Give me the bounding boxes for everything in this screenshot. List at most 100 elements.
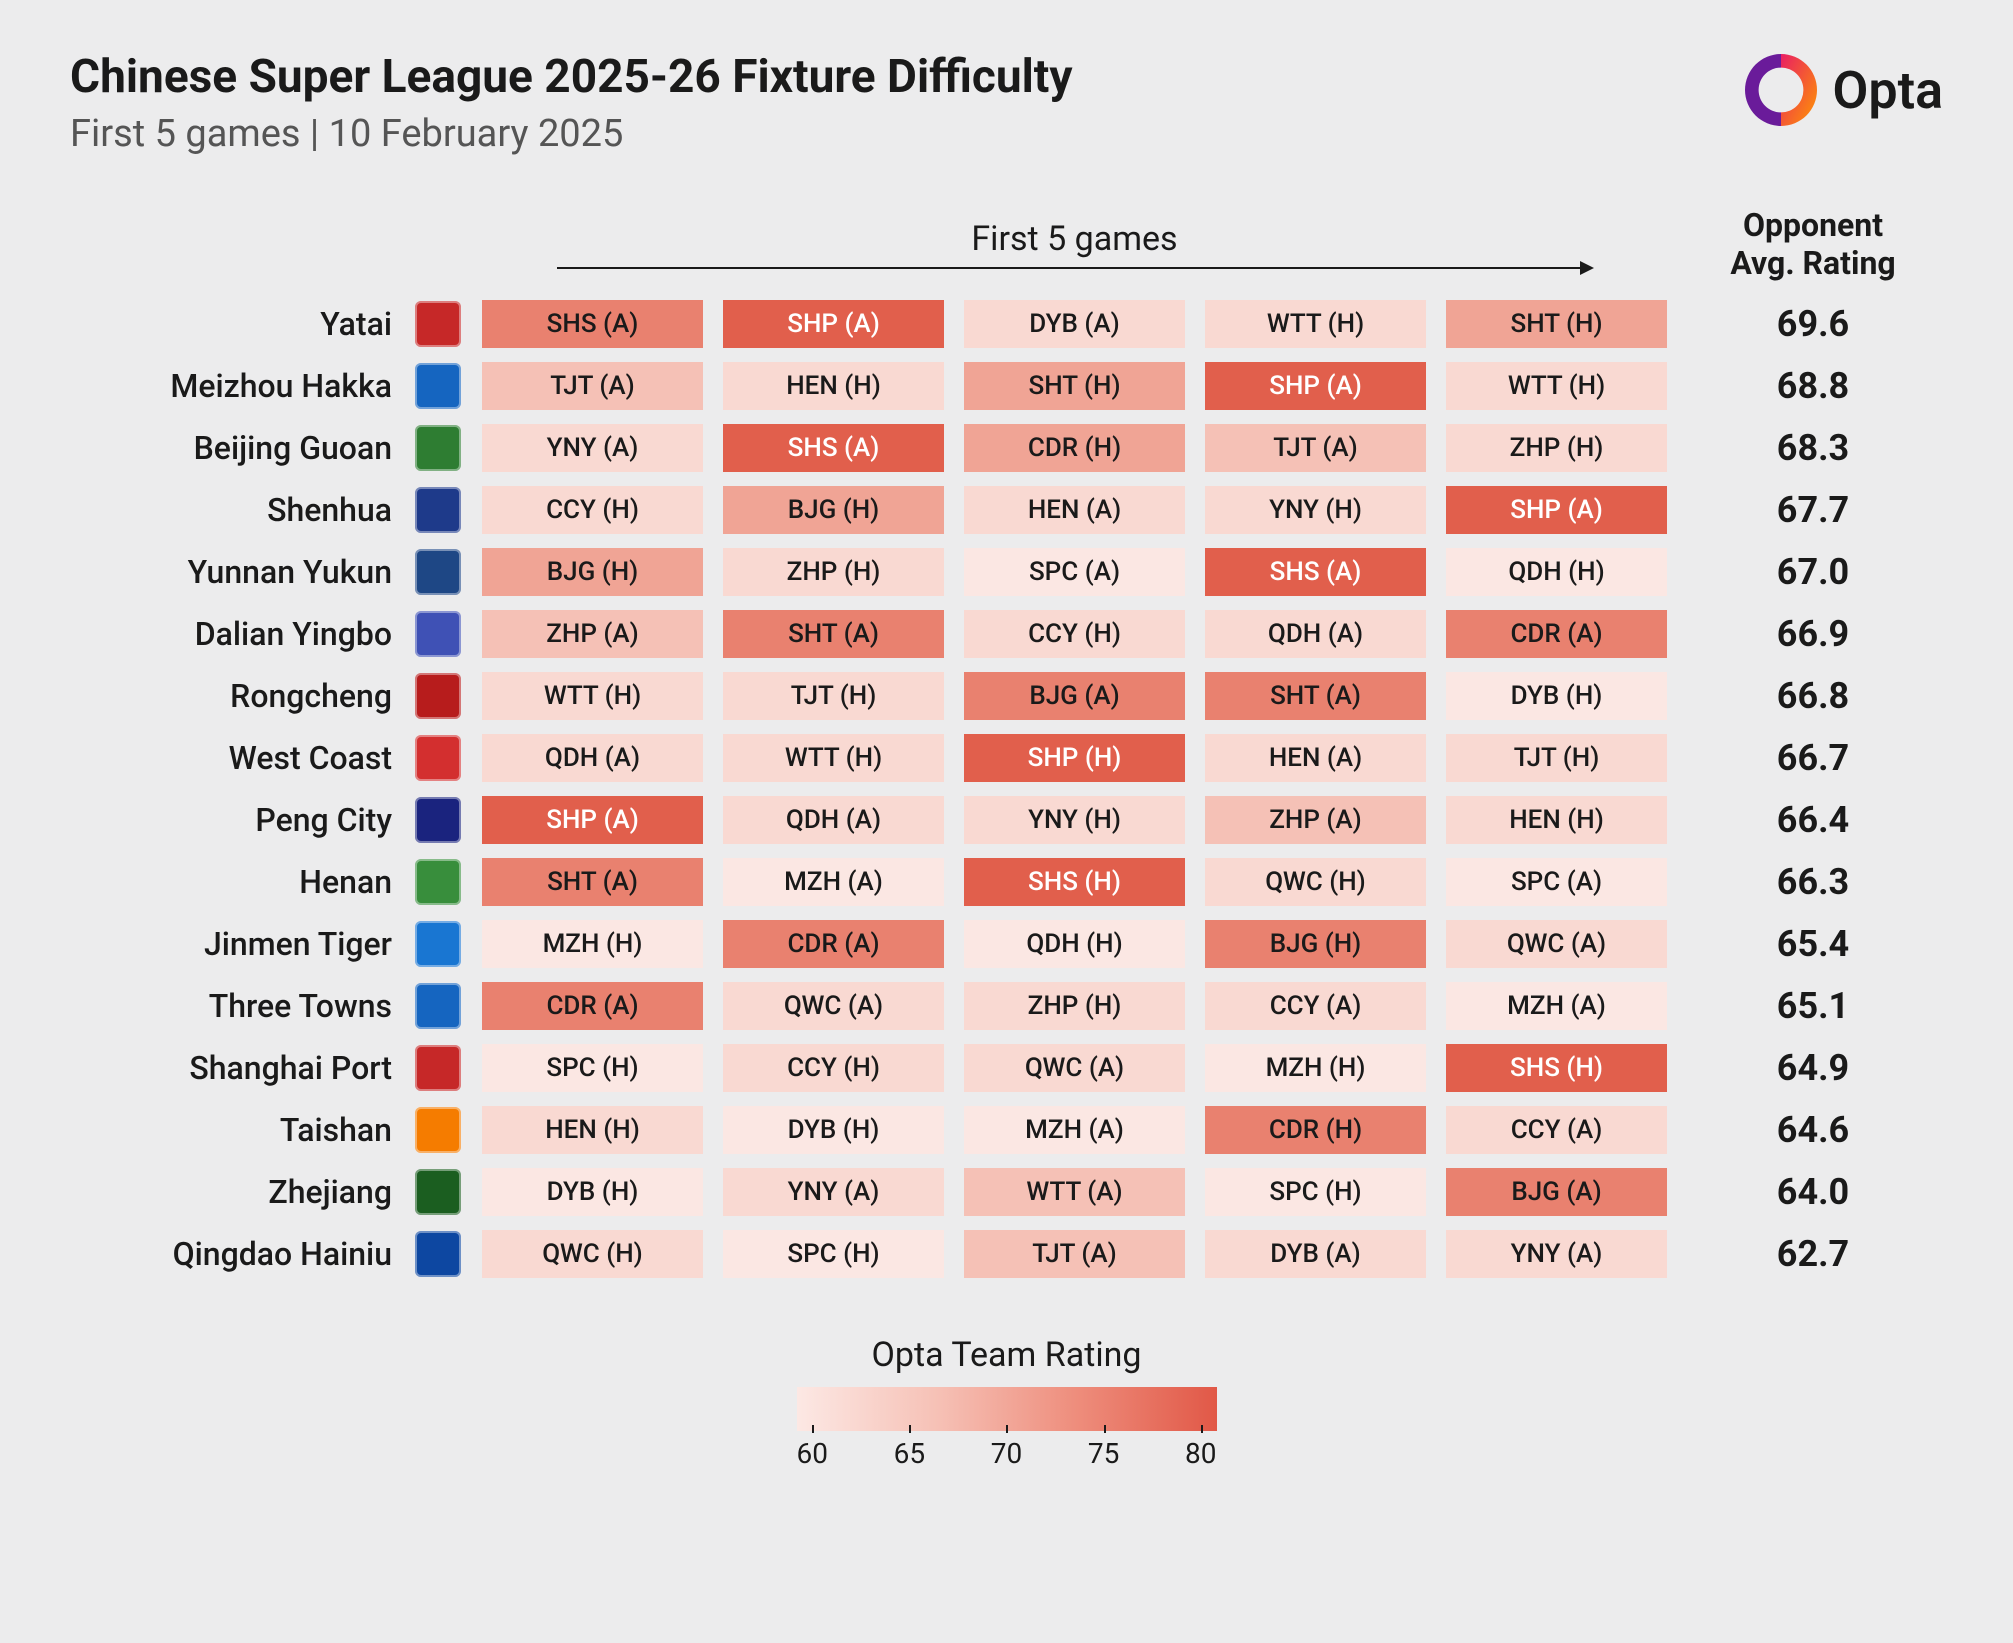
fixtures-group: ZHP (A)SHT (A)CCY (H)QDH (A)CDR (A) xyxy=(466,610,1683,658)
fixture-cell: SHS (H) xyxy=(1446,1044,1667,1092)
header: Chinese Super League 2025-26 Fixture Dif… xyxy=(70,50,1943,156)
team-crest-cell xyxy=(410,1107,466,1153)
team-name: Peng City xyxy=(70,801,410,839)
legend-tick: 80 xyxy=(1185,1437,1216,1470)
fixture-cell: SHT (H) xyxy=(1446,300,1667,348)
fixture-cell: ZHP (A) xyxy=(1205,796,1426,844)
legend-tick: 65 xyxy=(894,1437,925,1470)
team-crest-cell xyxy=(410,921,466,967)
fixture-cell: YNY (A) xyxy=(1446,1230,1667,1278)
fixture-cell: CCY (H) xyxy=(723,1044,944,1092)
fixture-cell: YNY (H) xyxy=(1205,486,1426,534)
fixture-cell: HEN (A) xyxy=(1205,734,1426,782)
fixture-cell: DYB (H) xyxy=(723,1106,944,1154)
fixtures-group: MZH (H)CDR (A)QDH (H)BJG (H)QWC (A) xyxy=(466,920,1683,968)
fixture-cell: MZH (H) xyxy=(482,920,703,968)
team-crest-icon xyxy=(415,797,461,843)
team-crest-cell xyxy=(410,859,466,905)
fixtures-group: QWC (H)SPC (H)TJT (A)DYB (A)YNY (A) xyxy=(466,1230,1683,1278)
avg-rating: 69.6 xyxy=(1683,303,1943,345)
avg-rating: 68.3 xyxy=(1683,427,1943,469)
fixture-cell: SHP (H) xyxy=(964,734,1185,782)
avg-rating: 66.7 xyxy=(1683,737,1943,779)
fixture-cell: SHT (H) xyxy=(964,362,1185,410)
fixture-cell: SPC (H) xyxy=(723,1230,944,1278)
fixtures-group: CDR (A)QWC (A)ZHP (H)CCY (A)MZH (A) xyxy=(466,982,1683,1030)
fixture-cell: HEN (H) xyxy=(723,362,944,410)
team-name: Shenhua xyxy=(70,491,410,529)
fixture-cell: QDH (H) xyxy=(1446,548,1667,596)
team-name: Yatai xyxy=(70,305,410,343)
team-crest-cell xyxy=(410,363,466,409)
fixture-cell: ZHP (A) xyxy=(482,610,703,658)
team-crest-cell xyxy=(410,1045,466,1091)
team-crest-cell xyxy=(410,797,466,843)
color-legend: Opta Team Rating 6065707580 xyxy=(70,1335,1943,1470)
legend-tick: 75 xyxy=(1088,1437,1119,1470)
team-crest-cell xyxy=(410,673,466,719)
team-crest-cell xyxy=(410,487,466,533)
team-crest-icon xyxy=(415,1045,461,1091)
fixture-cell: WTT (H) xyxy=(1446,362,1667,410)
fixture-cell: CDR (H) xyxy=(964,424,1185,472)
fixture-cell: DYB (A) xyxy=(964,300,1185,348)
team-crest-cell xyxy=(410,549,466,595)
fixture-cell: QDH (H) xyxy=(964,920,1185,968)
column-headers: First 5 games Opponent Avg. Rating xyxy=(70,206,1943,283)
team-name: Taishan xyxy=(70,1111,410,1149)
team-name: Jinmen Tiger xyxy=(70,925,410,963)
fixture-cell: QDH (A) xyxy=(482,734,703,782)
fixture-cell: WTT (H) xyxy=(482,672,703,720)
team-crest-icon xyxy=(415,611,461,657)
fixture-cell: QWC (A) xyxy=(723,982,944,1030)
fixture-cell: TJT (A) xyxy=(1205,424,1426,472)
team-crest-icon xyxy=(415,487,461,533)
fixture-cell: DYB (A) xyxy=(1205,1230,1426,1278)
fixtures-group: DYB (H)YNY (A)WTT (A)SPC (H)BJG (A) xyxy=(466,1168,1683,1216)
team-crest-cell xyxy=(410,983,466,1029)
team-name: Shanghai Port xyxy=(70,1049,410,1087)
fixture-cell: SHS (A) xyxy=(1205,548,1426,596)
fixtures-group: SHS (A)SHP (A)DYB (A)WTT (H)SHT (H) xyxy=(466,300,1683,348)
fixture-cell: CCY (H) xyxy=(964,610,1185,658)
avg-rating: 66.4 xyxy=(1683,799,1943,841)
opta-logo-icon xyxy=(1741,50,1821,130)
fixture-cell: BJG (A) xyxy=(964,672,1185,720)
fixture-cell: QWC (H) xyxy=(482,1230,703,1278)
team-crest-icon xyxy=(415,1231,461,1277)
arrow-line-icon xyxy=(557,267,1591,269)
fixtures-group: BJG (H)ZHP (H)SPC (A)SHS (A)QDH (H) xyxy=(466,548,1683,596)
team-crest-icon xyxy=(415,1107,461,1153)
opta-logo-text: Opta xyxy=(1833,60,1944,121)
fixture-cell: MZH (A) xyxy=(1446,982,1667,1030)
fixtures-group: SHT (A)MZH (A)SHS (H)QWC (H)SPC (A) xyxy=(466,858,1683,906)
team-crest-icon xyxy=(415,921,461,967)
team-name: Henan xyxy=(70,863,410,901)
table-row: Meizhou HakkaTJT (A)HEN (H)SHT (H)SHP (A… xyxy=(70,355,1943,417)
fixture-cell: QDH (A) xyxy=(1205,610,1426,658)
fixture-cell: HEN (H) xyxy=(482,1106,703,1154)
team-crest-cell xyxy=(410,425,466,471)
fixture-cell: CCY (A) xyxy=(1205,982,1426,1030)
legend-title: Opta Team Rating xyxy=(70,1335,1943,1375)
gradient-ticks: 6065707580 xyxy=(797,1437,1217,1470)
fixture-cell: HEN (A) xyxy=(964,486,1185,534)
fixture-cell: WTT (A) xyxy=(964,1168,1185,1216)
team-crest-cell xyxy=(410,301,466,347)
fixtures-group: SHP (A)QDH (A)YNY (H)ZHP (A)HEN (H) xyxy=(466,796,1683,844)
table-row: ShenhuaCCY (H)BJG (H)HEN (A)YNY (H)SHP (… xyxy=(70,479,1943,541)
fixture-cell: SPC (A) xyxy=(964,548,1185,596)
legend-tick: 60 xyxy=(797,1437,828,1470)
team-name: Rongcheng xyxy=(70,677,410,715)
table-row: TaishanHEN (H)DYB (H)MZH (A)CDR (H)CCY (… xyxy=(70,1099,1943,1161)
avg-rating: 65.1 xyxy=(1683,985,1943,1027)
team-crest-icon xyxy=(415,735,461,781)
table-row: West CoastQDH (A)WTT (H)SHP (H)HEN (A)TJ… xyxy=(70,727,1943,789)
avg-rating: 66.8 xyxy=(1683,675,1943,717)
fixtures-group: HEN (H)DYB (H)MZH (A)CDR (H)CCY (A) xyxy=(466,1106,1683,1154)
team-name: Dalian Yingbo xyxy=(70,615,410,653)
fixture-cell: CCY (A) xyxy=(1446,1106,1667,1154)
team-crest-cell xyxy=(410,611,466,657)
fixture-cell: SHP (A) xyxy=(482,796,703,844)
legend-gradient: 6065707580 xyxy=(797,1387,1217,1470)
